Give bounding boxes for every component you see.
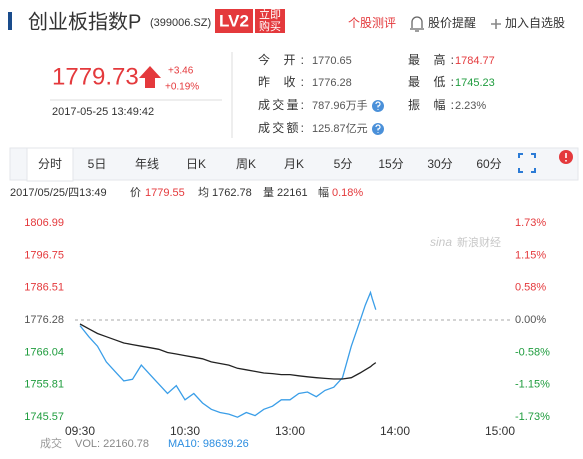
y-tick-label: 1766.04 xyxy=(24,346,64,358)
title-bar xyxy=(8,12,12,30)
help-icon[interactable] xyxy=(372,123,384,135)
info-item: 2017/05/25/四13:49 xyxy=(10,187,107,199)
tab[interactable]: 60分 xyxy=(476,157,501,171)
field-label: 振 幅: xyxy=(408,97,454,112)
field-value: 1745.23 xyxy=(455,77,495,89)
field-value: 787.96万手 xyxy=(312,98,368,112)
active-tab xyxy=(26,147,74,182)
tab[interactable]: 5分 xyxy=(334,157,353,171)
fullscreen-icon[interactable] xyxy=(518,153,536,173)
tab[interactable]: 年线 xyxy=(135,157,159,171)
info-item: 幅 xyxy=(318,186,329,199)
badge xyxy=(215,9,253,33)
info-line: 2017/05/25/四13:49 价 1779.55 均 1762.78 量 22161 幅… xyxy=(10,186,363,199)
info-item: 1762.78 xyxy=(212,187,252,199)
y-tick-label: 1745.57 xyxy=(24,411,64,423)
field-value: 1776.28 xyxy=(312,77,352,89)
x-tick-label: 09:30 xyxy=(65,424,95,438)
y2-tick-label: -1.73% xyxy=(515,411,550,423)
watermark: sina xyxy=(430,235,452,249)
link[interactable]: 股价提醒 xyxy=(428,15,476,30)
tab-bar xyxy=(9,147,579,181)
title: 创业板指数P xyxy=(28,10,141,33)
up-arrow xyxy=(139,66,161,88)
tab[interactable]: 日K xyxy=(186,157,206,171)
x-tick-label: 13:00 xyxy=(275,424,305,438)
volume-label: 成交 xyxy=(40,436,62,450)
tab[interactable]: 30分 xyxy=(427,157,452,171)
change-pct: +0.19% xyxy=(165,82,199,93)
y2-tick-label: -0.58% xyxy=(515,346,550,358)
price: 1779.73 xyxy=(52,63,139,90)
link[interactable]: 加入自选股 xyxy=(505,16,565,30)
field-value: 2.23% xyxy=(455,100,486,112)
y2-tick-label: 1.15% xyxy=(515,249,546,261)
buy-text[interactable]: 购买 xyxy=(259,19,281,33)
info-item: 22161 xyxy=(277,187,308,199)
field-label: 最 高: xyxy=(408,52,454,67)
x-tick-label: 14:00 xyxy=(380,424,410,438)
badge-text: LV2 xyxy=(219,11,249,30)
info-item: 均 xyxy=(198,186,209,199)
x-tick-label: 15:00 xyxy=(485,424,515,438)
code: (399006.SZ) xyxy=(150,17,211,29)
info-item: 量 xyxy=(263,186,274,199)
volume-value: VOL: 22160.78 xyxy=(75,438,149,450)
series-line xyxy=(79,323,377,380)
y-tick-label: 1786.51 xyxy=(24,282,64,294)
link[interactable]: 个股测评 xyxy=(348,16,396,30)
field-label: 昨 收: xyxy=(258,75,304,89)
time: 2017-05-25 13:49:42 xyxy=(52,106,154,118)
x-tick-label: 10:30 xyxy=(170,424,200,438)
y2-tick-label: 0.00% xyxy=(515,314,546,326)
info-item: 1779.55 xyxy=(145,187,185,199)
ma10-value: MA10: 98639.26 xyxy=(168,438,249,450)
y2-tick-label: -1.15% xyxy=(515,378,550,390)
field-label: 今 开: xyxy=(258,52,304,67)
tab[interactable]: 分时 xyxy=(38,157,62,171)
help-icon[interactable] xyxy=(372,100,384,112)
field-label: 成交量: xyxy=(258,97,304,112)
field-value: 1784.77 xyxy=(455,55,495,67)
watermark: 新浪财经 xyxy=(457,235,501,249)
tab[interactable]: 5日 xyxy=(88,157,107,171)
buy-text[interactable]: 立即 xyxy=(259,7,281,21)
bell-icon xyxy=(410,16,424,32)
buy-button[interactable] xyxy=(255,9,285,33)
field-label: 成交额: xyxy=(258,120,304,135)
tab[interactable]: 15分 xyxy=(378,157,403,171)
series-line xyxy=(79,290,377,418)
y2-tick-label: 0.58% xyxy=(515,281,546,293)
field-value: 1770.65 xyxy=(312,55,352,67)
info-item: 价 xyxy=(130,186,141,199)
y-tick-label: 1755.81 xyxy=(24,379,64,391)
y2-tick-label: 1.73% xyxy=(515,217,546,229)
y-tick-label: 1796.75 xyxy=(24,249,64,261)
field-value: 125.87亿元 xyxy=(312,122,368,135)
change: +3.46 xyxy=(168,66,194,77)
tab[interactable]: 周K xyxy=(236,157,256,171)
plus-icon xyxy=(491,19,501,29)
tab[interactable]: 月K xyxy=(284,157,304,171)
info-item: 0.18% xyxy=(332,187,363,199)
y-tick-label: 1776.28 xyxy=(24,314,64,326)
y-tick-label: 1806.99 xyxy=(24,217,64,229)
field-label: 最 低: xyxy=(408,75,454,89)
